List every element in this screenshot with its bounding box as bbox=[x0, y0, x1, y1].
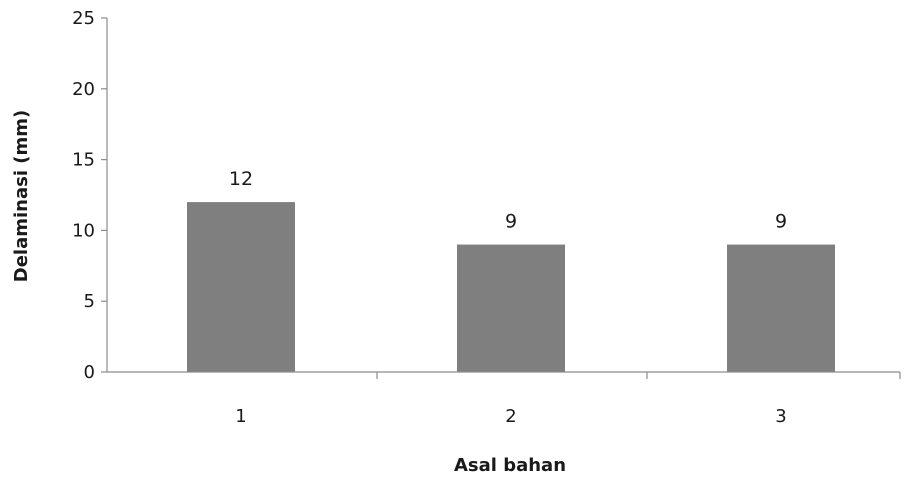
x-tick-label: 1 bbox=[235, 406, 246, 427]
y-tick-label: 25 bbox=[72, 8, 95, 29]
y-tick-label: 5 bbox=[84, 291, 95, 312]
y-tick-label: 0 bbox=[84, 362, 95, 383]
x-tick-label: 3 bbox=[775, 406, 786, 427]
y-axis-ticks: 0 5 10 15 20 25 bbox=[72, 8, 107, 383]
x-axis-ticks: 1 2 3 bbox=[235, 372, 901, 427]
bar-value-label: 12 bbox=[229, 168, 253, 190]
x-axis-title: Asal bahan bbox=[454, 455, 566, 476]
bar bbox=[187, 202, 295, 372]
y-tick-label: 15 bbox=[72, 150, 95, 171]
bar bbox=[727, 244, 835, 372]
data-labels: 12 9 9 bbox=[229, 168, 787, 232]
y-tick-label: 10 bbox=[72, 220, 95, 241]
x-tick-label: 2 bbox=[505, 406, 516, 427]
bars bbox=[187, 202, 835, 372]
y-axis-title: Delaminasi (mm) bbox=[11, 110, 32, 282]
bar-value-label: 9 bbox=[505, 211, 517, 233]
bar bbox=[457, 244, 565, 372]
y-tick-label: 20 bbox=[72, 79, 95, 100]
bar-value-label: 9 bbox=[775, 211, 787, 233]
